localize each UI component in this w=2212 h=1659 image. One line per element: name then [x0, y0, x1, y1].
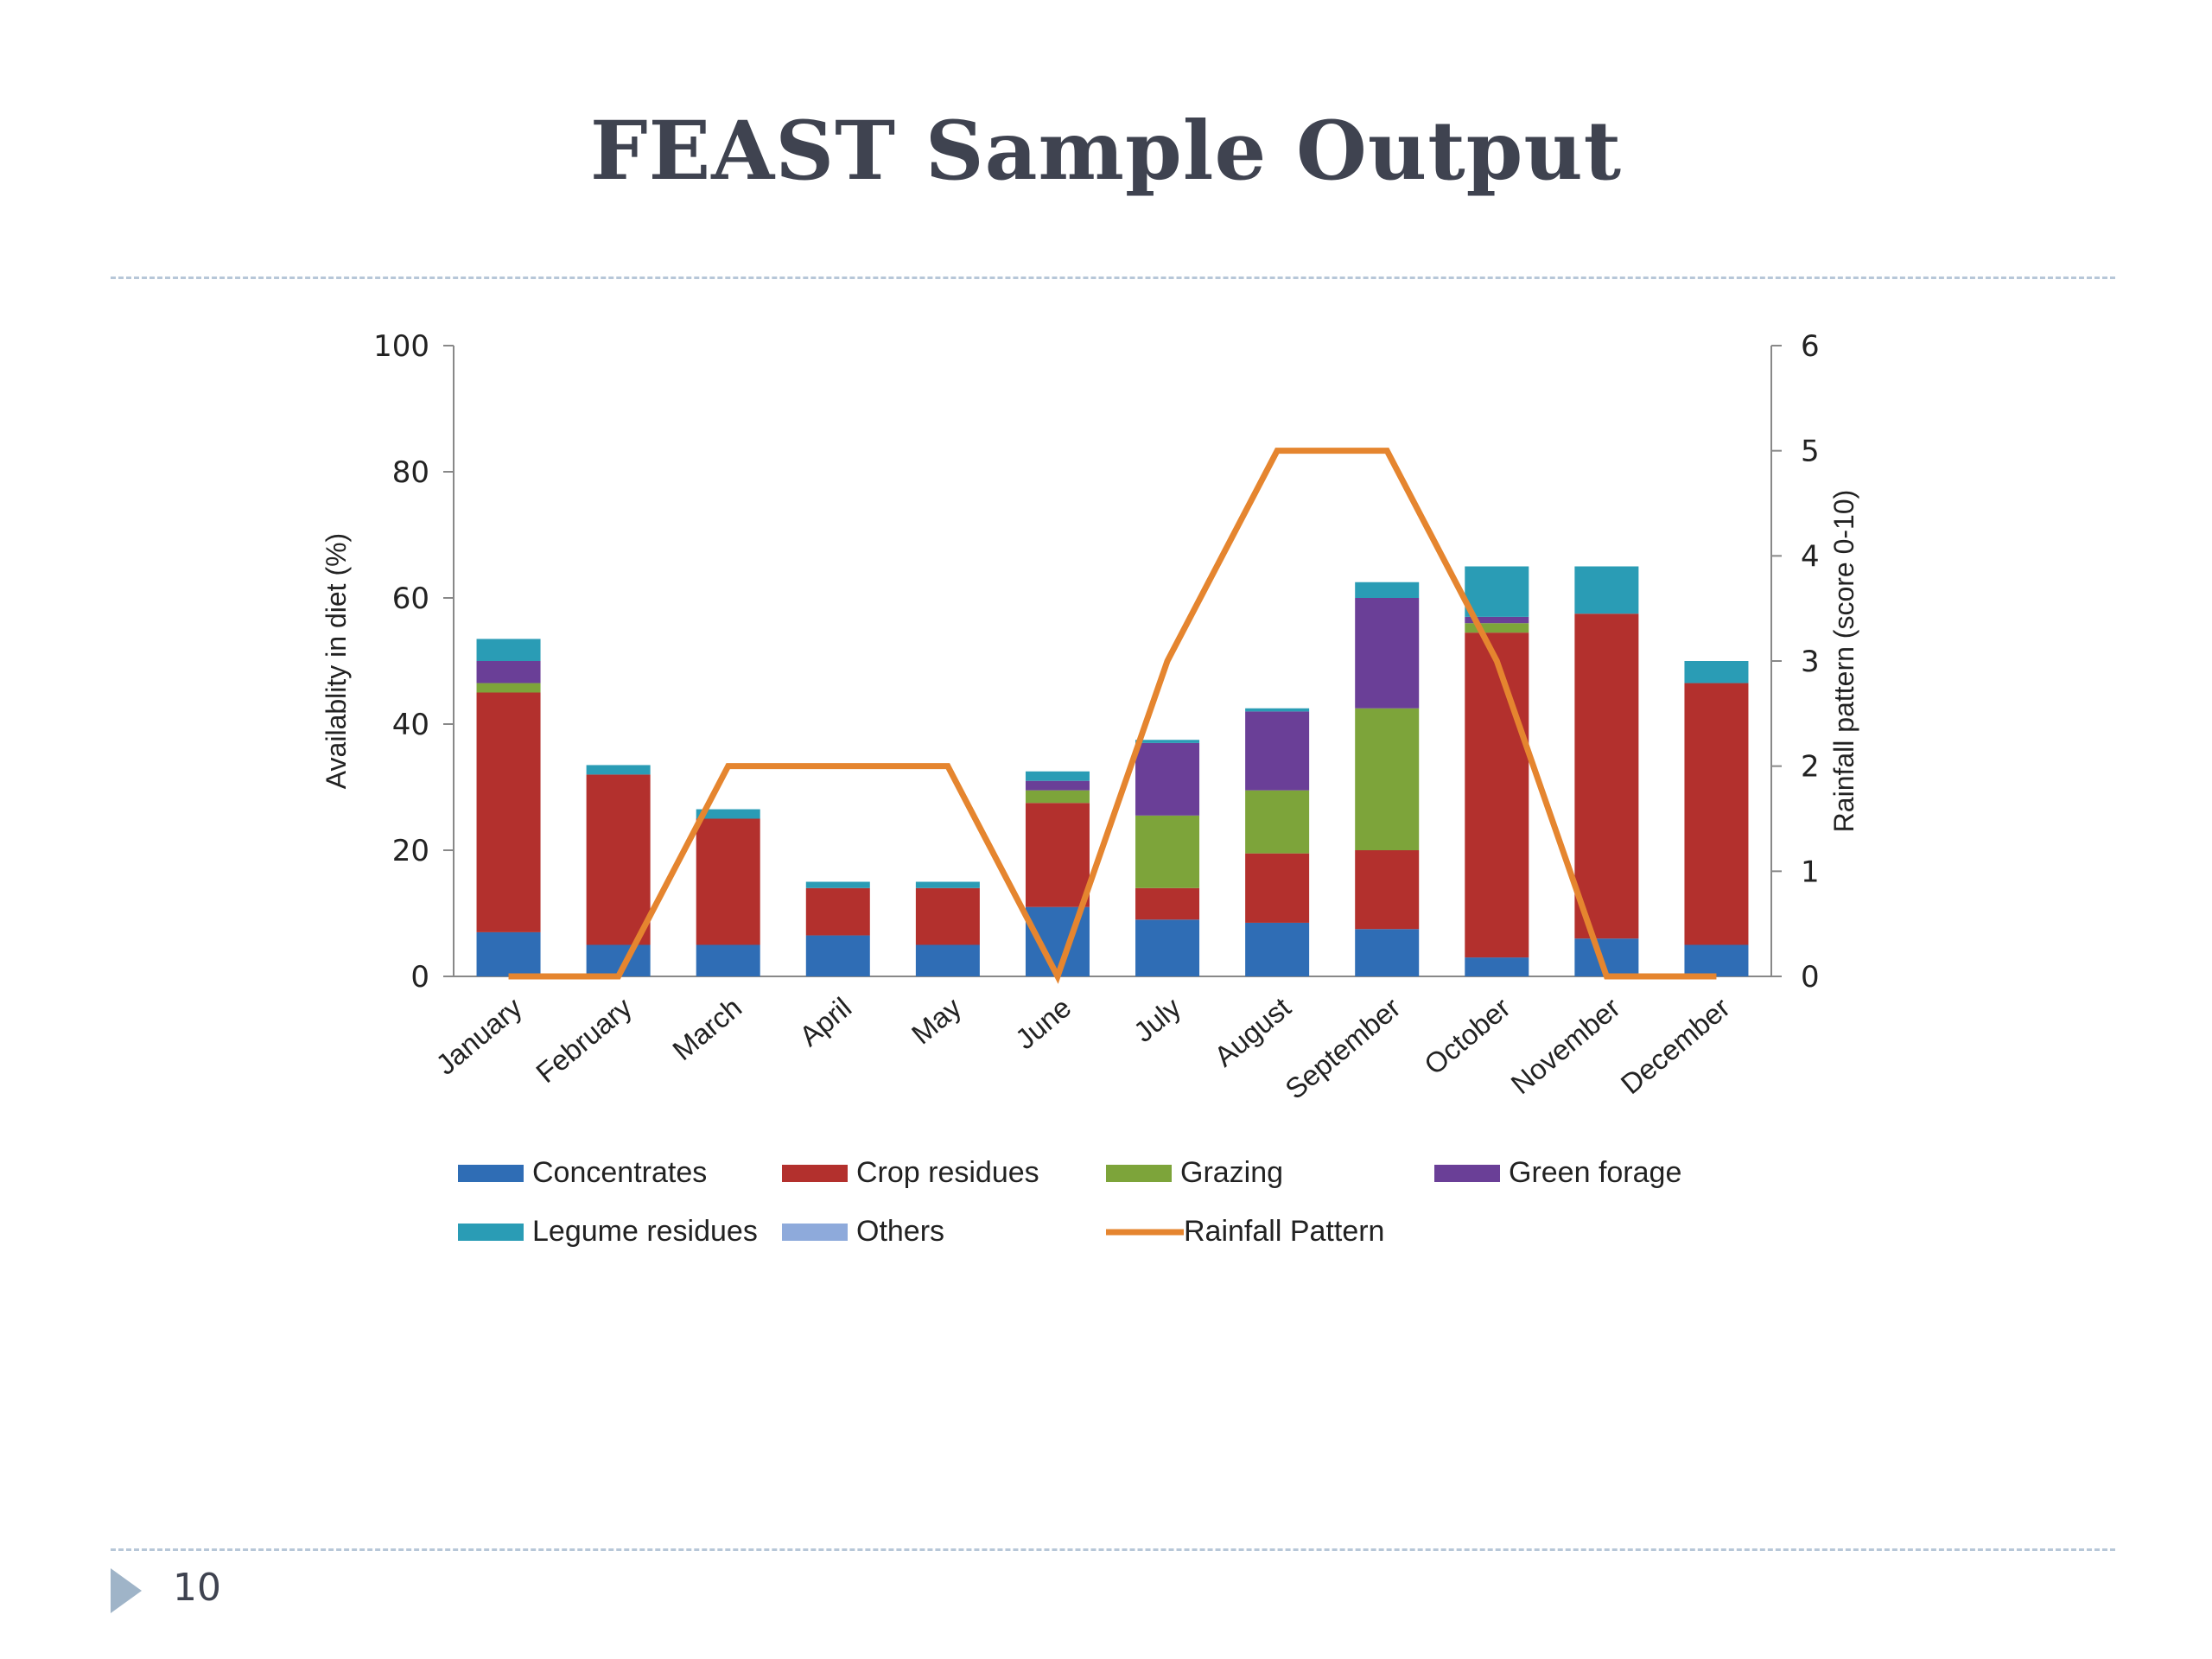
bar-segment-concentrates	[915, 944, 980, 976]
right-tick-label: 1	[1801, 855, 1820, 889]
legend-label: Crop residues	[856, 1156, 1039, 1189]
x-tick-label: April	[793, 991, 857, 1052]
x-tick-label: August	[1208, 991, 1296, 1072]
bar-segment-crop-residues	[915, 887, 980, 945]
bar-segment-legume-residues	[586, 765, 651, 775]
left-tick-label: 100	[373, 329, 429, 364]
bar-segment-grazing	[1135, 815, 1200, 888]
top-divider	[111, 276, 2115, 279]
right-tick-label: 5	[1801, 435, 1820, 469]
bar-segment-legume-residues	[476, 639, 541, 661]
bar-segment-crop-residues	[1465, 632, 1529, 958]
bar-segment-legume-residues	[915, 881, 980, 888]
right-tick-label: 0	[1801, 960, 1820, 995]
bar-segment-green-forage	[1245, 711, 1310, 791]
bar-segment-legume-residues	[1025, 771, 1090, 781]
bar-segment-green-forage	[1355, 598, 1420, 709]
bar-segment-concentrates	[1135, 919, 1200, 976]
legend-swatch	[1434, 1165, 1500, 1182]
bar-segment-crop-residues	[1245, 853, 1310, 923]
x-tick-label: June	[1009, 991, 1077, 1055]
chart-axes: 0 20 40 60 80 100 0 1 2 3 4 5 6 Availablity in diet (…	[321, 329, 1859, 995]
bottom-divider	[111, 1548, 2115, 1551]
footer-triangle-icon	[111, 1568, 142, 1613]
legend-label: Others	[856, 1215, 944, 1248]
left-tick-label: 20	[392, 834, 429, 868]
bar-segment-legume-residues	[1574, 566, 1639, 614]
bar-segment-grazing	[1355, 708, 1420, 850]
x-tick-label: October	[1418, 991, 1516, 1081]
legend-swatch	[782, 1224, 848, 1241]
bar-segment-concentrates	[1684, 944, 1749, 976]
bar-segment-green-forage	[1025, 780, 1090, 791]
slide-title: FEAST Sample Output	[589, 104, 1623, 199]
bar-segment-legume-residues	[1355, 582, 1420, 598]
legend-label: Legume residues	[532, 1215, 758, 1248]
chart-bars	[476, 566, 1749, 976]
legend-label: Green forage	[1509, 1156, 1681, 1189]
bar-segment-legume-residues	[805, 881, 870, 888]
bar-segment-legume-residues	[1245, 708, 1310, 712]
right-tick-label: 2	[1801, 750, 1820, 785]
bar-segment-crop-residues	[1025, 803, 1090, 907]
bar-segment-legume-residues	[696, 809, 760, 819]
bar-segment-legume-residues	[1135, 740, 1200, 743]
legend-label: Grazing	[1180, 1156, 1283, 1189]
bar-segment-crop-residues	[696, 818, 760, 945]
left-tick-label: 0	[410, 960, 429, 995]
left-tick-label: 80	[392, 455, 429, 490]
bar-segment-grazing	[1465, 623, 1529, 633]
bar-segment-green-forage	[1135, 742, 1200, 816]
legend-swatch	[458, 1224, 524, 1241]
bar-segment-crop-residues	[805, 887, 870, 936]
page-number: 10	[173, 1566, 221, 1610]
left-tick-label: 60	[392, 582, 429, 616]
x-tick-label: May	[906, 991, 968, 1051]
left-axis-title: Availablity in diet (%)	[321, 533, 352, 789]
legend-swatch	[782, 1165, 848, 1182]
bar-segment-grazing	[476, 683, 541, 693]
bar-segment-concentrates	[805, 935, 870, 976]
x-tick-label: July	[1128, 991, 1187, 1048]
x-tick-label: January	[429, 991, 528, 1081]
right-tick-label: 6	[1801, 329, 1820, 364]
right-axis-title: Rainfall pattern (score 0-10)	[1828, 490, 1859, 833]
bar-segment-concentrates	[1245, 922, 1310, 976]
bar-segment-legume-residues	[1684, 661, 1749, 683]
legend-label: Rainfall Pattern	[1184, 1215, 1384, 1248]
bar-segment-legume-residues	[1465, 566, 1529, 617]
left-tick-label: 40	[392, 708, 429, 742]
x-axis-labels: January February March April May June July Augu…	[429, 991, 1736, 1105]
x-tick-label: September	[1279, 991, 1406, 1105]
x-tick-label: February	[530, 991, 638, 1090]
bar-segment-concentrates	[1355, 929, 1420, 976]
bar-segment-grazing	[1025, 790, 1090, 804]
bar-segment-crop-residues	[1135, 887, 1200, 920]
bar-segment-concentrates	[476, 931, 541, 976]
bar-segment-crop-residues	[1574, 613, 1639, 939]
bar-segment-green-forage	[1465, 616, 1529, 624]
legend-label: Concentrates	[532, 1156, 707, 1189]
chart-legend: Concentrates Crop residues Grazing Green fo…	[458, 1156, 1681, 1248]
bar-segment-concentrates	[1465, 957, 1529, 976]
bar-segment-crop-residues	[1355, 850, 1420, 930]
bar-segment-grazing	[1245, 790, 1310, 854]
diet-availability-chart: 0 20 40 60 80 100 0 1 2 3 4 5 6 Availablity in diet (…	[321, 329, 1859, 1248]
rainfall-line-layer	[508, 448, 1717, 984]
legend-swatch	[458, 1165, 524, 1182]
x-tick-label: March	[666, 991, 747, 1066]
x-tick-label: November	[1504, 991, 1625, 1100]
right-tick-label: 4	[1801, 539, 1820, 574]
bar-segment-crop-residues	[586, 774, 651, 945]
bar-segment-crop-residues	[476, 692, 541, 932]
rainfall-pattern-line	[508, 448, 1717, 984]
bar-segment-concentrates	[696, 944, 760, 976]
x-tick-label: December	[1615, 991, 1736, 1100]
bar-segment-crop-residues	[1684, 683, 1749, 945]
right-tick-label: 3	[1801, 645, 1820, 679]
bar-segment-green-forage	[476, 661, 541, 683]
legend-swatch	[1106, 1165, 1172, 1182]
